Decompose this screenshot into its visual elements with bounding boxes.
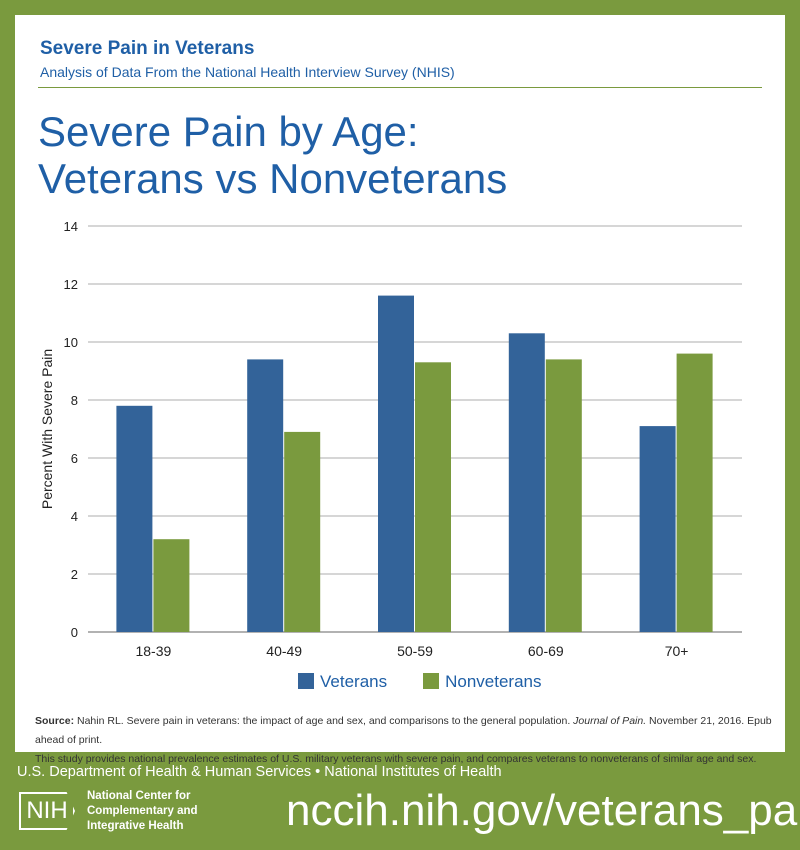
- y-tick-label: 4: [71, 509, 78, 524]
- legend-label: Nonveterans: [445, 672, 542, 691]
- nih-logo: NIH: [19, 792, 75, 830]
- header-title: Severe Pain in Veterans: [40, 38, 255, 59]
- legend-swatch: [423, 673, 440, 689]
- bar-nonveterans-18-39: [153, 539, 190, 632]
- agencies-line: U.S. Department of Health & Human Servic…: [17, 764, 502, 780]
- legend-label: Veterans: [320, 672, 388, 691]
- y-tick-label: 2: [71, 567, 78, 582]
- bar-veterans-70+: [639, 426, 676, 632]
- x-tick-label: 70+: [665, 643, 689, 659]
- chart-title-line1: Severe Pain by Age:: [38, 108, 419, 155]
- y-tick-label: 10: [64, 335, 78, 350]
- bar-veterans-50-59: [378, 295, 414, 632]
- website-url[interactable]: nccih.nih.gov/veterans_pain: [286, 786, 800, 835]
- chart-title: Severe Pain by Age: Veterans vs Nonveter…: [38, 108, 507, 202]
- legend-item-veterans: Veterans: [298, 672, 387, 692]
- bar-veterans-18-39: [116, 405, 153, 632]
- source-label: Source:: [35, 715, 75, 727]
- x-tick-label: 50-59: [397, 643, 433, 659]
- x-tick-label: 60-69: [528, 643, 564, 659]
- center-name: National Center for Complementary and In…: [87, 790, 198, 832]
- chart-title-line2: Veterans vs Nonveterans: [38, 155, 508, 202]
- bar-nonveterans-70+: [676, 353, 713, 632]
- y-tick-label: 6: [71, 451, 78, 466]
- y-tick-label: 0: [71, 625, 78, 640]
- x-tick-label: 18-39: [135, 643, 171, 659]
- source-note: Source: Nahin RL. Severe pain in veteran…: [35, 712, 800, 769]
- y-tick-label: 12: [64, 277, 78, 292]
- bar-nonveterans-40-49: [284, 431, 321, 632]
- bar-nonveterans-50-59: [415, 362, 451, 632]
- bar-nonveterans-60-69: [545, 359, 582, 632]
- header-divider: [38, 87, 762, 88]
- header-subtitle: Analysis of Data From the National Healt…: [40, 64, 455, 80]
- source-journal: Journal of Pain.: [573, 715, 647, 727]
- y-tick-label: 8: [71, 393, 78, 408]
- source-date: November 21, 2016. Epub ahead of print.: [35, 715, 772, 746]
- bar-veterans-40-49: [247, 359, 284, 632]
- y-axis-label: Percent With Severe Pain: [39, 349, 55, 509]
- legend: Veterans Nonveterans: [298, 672, 542, 692]
- y-tick-label: 14: [64, 219, 78, 234]
- source-citation: Nahin RL. Severe pain in veterans: the i…: [74, 715, 574, 727]
- legend-swatch: [298, 673, 314, 689]
- study-note: This study provides national prevalence …: [35, 753, 757, 765]
- x-tick-label: 40-49: [266, 643, 302, 659]
- bar-veterans-60-69: [508, 333, 545, 632]
- legend-item-nonveterans: Nonveterans: [423, 672, 542, 692]
